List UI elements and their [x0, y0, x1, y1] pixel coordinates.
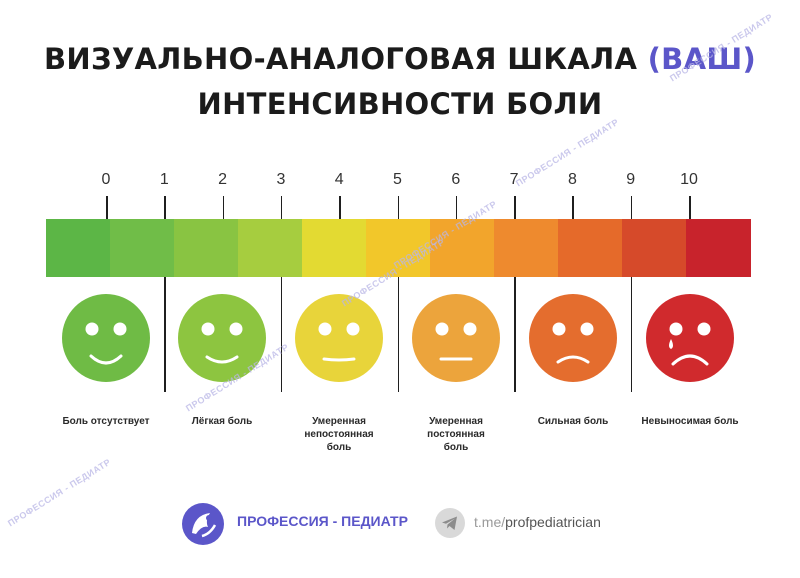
pain-caption-4: Сильная боль — [513, 415, 633, 428]
pain-caption-line: Невыносимая боль — [641, 416, 739, 427]
scale-segment-5 — [366, 219, 431, 277]
face-flat-icon — [412, 294, 500, 382]
tick-label-1: 1 — [159, 171, 169, 188]
tick-label-5: 5 — [393, 171, 402, 188]
tick-label-8: 8 — [567, 171, 577, 188]
tick-label-7: 7 — [509, 171, 519, 188]
pain-caption-5: Невыносимая боль — [630, 415, 750, 428]
face-happy-icon — [62, 294, 150, 382]
scale-segment-10 — [686, 219, 751, 277]
color-scale-bar — [46, 219, 751, 277]
title-line-1: ВИЗУАЛЬНО-АНАЛОГОВАЯ ШКАЛА (ВАШ) — [0, 42, 800, 76]
pain-caption-line: Умеренная — [312, 416, 366, 427]
pain-caption-line: непостоянная — [304, 429, 374, 440]
brand-name: ПРОФЕССИЯ - ПЕДИАТР — [237, 513, 408, 529]
tick-label-9: 9 — [626, 171, 636, 188]
tick-line-9 — [630, 196, 633, 392]
telegram-link-handle: profpediatrician — [505, 514, 601, 530]
watermark-text: ПРОФЕССИЯ - ПЕДИАТР — [6, 456, 113, 529]
pain-caption-1: Лёгкая боль — [162, 415, 282, 428]
tick-line-1 — [164, 196, 166, 392]
face-neutral-icon — [295, 294, 383, 382]
face-smile-icon — [178, 294, 266, 382]
tick-label-3: 3 — [276, 171, 286, 188]
scale-segment-6 — [430, 219, 495, 277]
title-line-2: ИНТЕНСИВНОСТИ БОЛИ — [197, 87, 603, 121]
scale-segment-8 — [558, 219, 623, 277]
tick-label-6: 6 — [451, 171, 461, 188]
tick-line-7 — [514, 196, 516, 392]
pain-caption-line: постоянная — [427, 429, 485, 440]
tick-label-4: 4 — [334, 171, 344, 188]
brand-logo — [182, 503, 224, 545]
pain-caption-3: Умеренная постоянная боль — [396, 415, 516, 454]
tick-label-0: 0 — [101, 171, 111, 188]
tick-label-10: 10 — [680, 171, 698, 188]
scale-segment-9 — [622, 219, 687, 277]
scale-segment-2 — [174, 219, 239, 277]
pain-caption-2: Умеренная непостоянная боль — [279, 415, 399, 454]
scale-segment-4 — [302, 219, 367, 277]
telegram-link[interactable]: t.me/profpediatrician — [474, 514, 601, 530]
scale-segment-0 — [46, 219, 111, 277]
scale-segment-3 — [238, 219, 303, 277]
pain-caption-line: боль — [443, 442, 469, 453]
tick-line-5 — [397, 196, 399, 392]
title-accent-text: (ВАШ) — [647, 42, 757, 76]
pain-caption-line: боль — [326, 442, 352, 453]
pain-caption-0: Боль отсутствует — [46, 415, 166, 428]
face-cry-icon — [646, 294, 734, 382]
pain-caption-line: Боль отсутствует — [62, 416, 150, 427]
scale-segment-1 — [110, 219, 175, 277]
pain-caption-line: Умеренная — [429, 416, 483, 427]
scale-segment-7 — [494, 219, 559, 277]
telegram-link-prefix: t.me/ — [474, 514, 506, 530]
tick-line-3 — [280, 196, 283, 392]
face-sad-icon — [529, 294, 617, 382]
pain-caption-line: Лёгкая боль — [191, 416, 253, 427]
pain-caption-line: Сильная боль — [537, 416, 609, 427]
title-main-text: ВИЗУАЛЬНО-АНАЛОГОВАЯ ШКАЛА — [43, 42, 638, 76]
tick-label-2: 2 — [218, 171, 228, 188]
telegram-icon — [435, 508, 465, 538]
